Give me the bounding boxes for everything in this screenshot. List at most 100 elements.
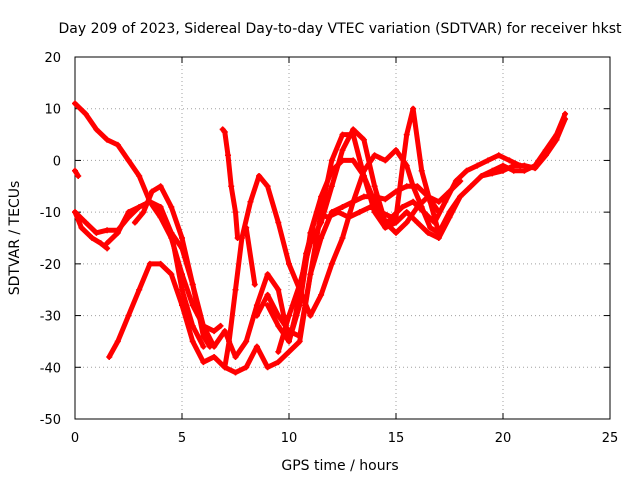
data-point-marker xyxy=(157,260,164,267)
data-point-marker xyxy=(146,260,153,267)
data-point-marker xyxy=(131,219,138,226)
data-point-marker xyxy=(157,183,164,190)
series-3 xyxy=(72,209,111,252)
data-point-marker xyxy=(78,224,85,231)
x-axis-label: GPS time / hours xyxy=(281,458,398,474)
data-point-marker xyxy=(104,227,111,234)
data-point-marker xyxy=(232,286,239,293)
y-tick-label: -30 xyxy=(40,310,61,325)
y-tick-labels: -50 -40 -30 -20 -10 0 10 20 xyxy=(40,51,61,428)
series-14 xyxy=(478,116,569,179)
y-axis-label: SDTVAR / TECUs xyxy=(7,181,23,296)
data-point-marker xyxy=(157,203,164,210)
data-point-marker xyxy=(356,209,363,216)
data-point-marker xyxy=(243,224,250,231)
data-point-marker xyxy=(318,219,325,226)
data-point-marker xyxy=(211,328,218,335)
data-point-marker xyxy=(256,172,263,179)
data-point-marker xyxy=(542,152,549,159)
data-point-marker xyxy=(371,183,378,190)
data-point-marker xyxy=(104,245,111,252)
data-point-marker xyxy=(371,209,378,216)
data-point-marker xyxy=(264,302,271,309)
data-point-marker xyxy=(510,162,517,169)
data-point-marker xyxy=(425,193,432,200)
x-tick-label: 25 xyxy=(602,431,619,446)
data-point-marker xyxy=(253,302,260,309)
data-point-marker xyxy=(339,147,346,154)
data-point-marker xyxy=(104,240,111,247)
data-point-marker xyxy=(489,170,496,177)
data-point-marker xyxy=(403,131,410,138)
data-point-marker xyxy=(425,229,432,236)
data-point-marker xyxy=(136,203,143,210)
data-point-marker xyxy=(232,353,239,360)
series-10 xyxy=(264,157,464,345)
data-point-marker xyxy=(221,128,228,135)
data-point-marker xyxy=(410,105,417,112)
data-point-marker xyxy=(93,126,100,133)
data-point-marker xyxy=(350,157,357,164)
data-point-marker xyxy=(264,183,271,190)
data-point-marker xyxy=(328,260,335,267)
data-point-marker xyxy=(243,338,250,345)
data-point-marker xyxy=(264,271,271,278)
data-point-marker xyxy=(318,291,325,298)
data-point-marker xyxy=(307,312,314,319)
data-point-marker xyxy=(125,312,132,319)
data-point-marker xyxy=(275,219,282,226)
data-point-marker xyxy=(275,322,282,329)
data-point-marker xyxy=(339,235,346,241)
data-point-marker xyxy=(414,219,421,226)
data-point-marker xyxy=(382,157,389,164)
series-line xyxy=(265,157,463,344)
series-5 xyxy=(106,183,442,376)
data-point-marker xyxy=(253,343,260,350)
data-point-marker xyxy=(393,219,399,226)
series-11 xyxy=(72,167,82,179)
data-point-marker xyxy=(200,322,207,329)
data-point-marker xyxy=(275,348,282,355)
data-point-marker xyxy=(360,193,367,200)
data-point-marker xyxy=(521,162,528,169)
series-13 xyxy=(243,224,258,288)
data-point-marker xyxy=(371,198,378,205)
data-point-marker xyxy=(136,286,143,293)
data-point-marker xyxy=(435,229,442,236)
data-point-marker xyxy=(478,172,485,179)
data-point-marker xyxy=(72,209,78,216)
data-point-marker xyxy=(286,348,292,355)
data-point-marker xyxy=(393,229,399,236)
data-point-marker xyxy=(393,214,399,221)
data-point-marker xyxy=(500,162,506,169)
data-point-marker xyxy=(232,369,239,376)
x-tick-label: 10 xyxy=(281,431,298,446)
data-point-marker xyxy=(286,312,292,319)
data-point-marker xyxy=(446,214,453,221)
data-point-marker xyxy=(474,162,481,169)
data-point-marker xyxy=(211,343,218,350)
data-point-marker xyxy=(414,203,421,210)
y-tick-label: -40 xyxy=(40,361,61,376)
data-point-marker xyxy=(500,167,506,174)
data-point-marker xyxy=(168,271,175,278)
data-point-marker xyxy=(217,322,224,329)
data-point-marker xyxy=(189,338,196,345)
y-tick-label: -20 xyxy=(40,258,61,273)
data-point-marker xyxy=(82,219,89,226)
data-point-marker xyxy=(200,359,207,366)
data-point-marker xyxy=(168,229,175,236)
y-tick-label: -50 xyxy=(40,413,61,428)
data-point-marker xyxy=(97,240,104,247)
x-tick-labels: 0 5 10 15 20 25 xyxy=(71,431,618,446)
data-point-marker xyxy=(360,136,367,143)
data-point-marker xyxy=(553,136,560,143)
data-point-marker xyxy=(296,333,303,340)
data-point-marker xyxy=(200,343,207,350)
data-point-marker xyxy=(243,364,250,371)
data-point-marker xyxy=(418,167,425,174)
data-point-marker xyxy=(457,193,464,200)
data-point-marker xyxy=(275,286,282,293)
x-tick-label: 15 xyxy=(388,431,405,446)
